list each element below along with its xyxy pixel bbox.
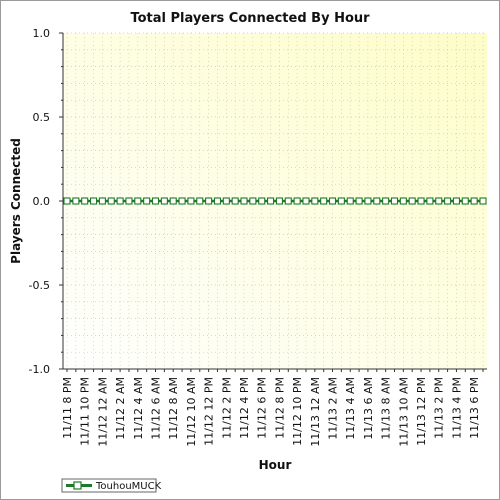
data-point	[98, 197, 106, 205]
x-tick-label: 11/13 2 PM	[433, 377, 446, 439]
y-tick-label: 1.0	[33, 27, 51, 40]
data-point	[373, 197, 381, 205]
x-axis-label: Hour	[259, 458, 292, 472]
x-tick-label: 11/12 12 PM	[203, 377, 216, 446]
x-tick-label: 11/12 6 PM	[256, 377, 269, 439]
x-tick-label: 11/12 2 PM	[220, 377, 233, 439]
data-point	[452, 197, 460, 205]
data-point	[355, 197, 363, 205]
data-point	[346, 197, 354, 205]
x-tick-label: 11/11 8 PM	[61, 377, 74, 439]
x-tick-label: 11/12 12 AM	[96, 377, 109, 447]
y-tick-label: 0.5	[33, 111, 51, 124]
x-tick-label: 11/12 10 PM	[291, 377, 304, 446]
data-point	[72, 197, 80, 205]
x-tick-label: 11/13 2 AM	[327, 377, 340, 440]
x-tick-label: 11/13 4 AM	[344, 377, 357, 440]
data-point	[337, 197, 345, 205]
data-point	[293, 197, 301, 205]
x-tick-label: 11/13 4 PM	[450, 377, 463, 439]
data-point	[267, 197, 275, 205]
data-point	[258, 197, 266, 205]
y-tick-label: -0.5	[29, 279, 50, 292]
data-point	[196, 197, 204, 205]
y-axis-label: Players Connected	[9, 138, 23, 264]
legend-box	[61, 478, 157, 493]
data-point	[399, 197, 407, 205]
data-point	[328, 197, 337, 205]
data-point	[63, 197, 71, 205]
data-point	[143, 197, 151, 205]
data-point	[284, 197, 292, 205]
legend: TouhouMUCK	[61, 478, 162, 493]
data-point	[426, 197, 434, 205]
data-point	[90, 197, 98, 205]
data-point	[444, 197, 452, 205]
data-point	[178, 197, 186, 205]
y-tick-label: 0.0	[33, 195, 51, 208]
data-point	[125, 197, 133, 205]
data-point	[213, 197, 222, 205]
data-point	[81, 197, 89, 205]
data-point	[479, 197, 487, 205]
data-point	[470, 197, 478, 205]
data-point	[461, 197, 469, 205]
data-point	[222, 197, 230, 205]
series-layer	[63, 197, 487, 205]
x-tick-label: 11/12 2 AM	[114, 377, 127, 440]
chart-title: Total Players Connected By Hour	[130, 11, 370, 26]
x-tick-label: 11/13 12 AM	[309, 377, 322, 447]
data-point	[408, 197, 416, 205]
data-point	[107, 197, 115, 205]
data-point	[169, 197, 177, 205]
x-tick-label: 11/12 8 AM	[167, 377, 180, 440]
data-point	[151, 197, 160, 205]
x-tick-label: 11/13 6 PM	[468, 377, 481, 439]
data-point	[116, 197, 124, 205]
x-tick-label: 11/13 12 PM	[415, 377, 428, 446]
data-point	[249, 197, 257, 205]
data-point	[187, 197, 195, 205]
x-tick-label: 11/12 10 AM	[185, 377, 198, 447]
data-point	[160, 197, 168, 205]
data-point	[275, 197, 283, 205]
legend-marker-swatch	[73, 481, 82, 490]
data-point	[417, 197, 425, 205]
data-point	[390, 197, 399, 205]
x-tick-label: 11/13 10 AM	[397, 377, 410, 447]
x-tick-label: 11/12 4 PM	[238, 377, 251, 439]
data-point	[382, 197, 390, 205]
data-point	[320, 197, 328, 205]
x-tick-label: 11/11 10 PM	[79, 377, 92, 446]
legend-label: TouhouMUCK	[95, 481, 162, 492]
x-tick-label: 11/12 6 AM	[150, 377, 163, 440]
data-point	[205, 197, 213, 205]
data-point	[311, 197, 319, 205]
y-tick-label: -1.0	[29, 363, 50, 376]
x-tick-label: 11/12 8 PM	[273, 377, 286, 439]
x-tick-label: 11/13 6 AM	[362, 377, 375, 440]
y-axis-ticks: 1.0 0.5 0.0 -0.5 -1.0	[29, 27, 63, 376]
x-tick-label: 11/13 8 AM	[380, 377, 393, 440]
data-point	[134, 197, 142, 205]
data-point	[435, 197, 443, 205]
x-axis-ticks: 11/11 8 PM 11/11 10 PM 11/12 12 AM 11/12 2 …	[61, 369, 484, 447]
data-point	[231, 197, 239, 205]
data-point	[240, 197, 248, 205]
data-point	[364, 197, 372, 205]
data-point	[302, 197, 310, 205]
x-tick-label: 11/12 4 AM	[132, 377, 145, 440]
